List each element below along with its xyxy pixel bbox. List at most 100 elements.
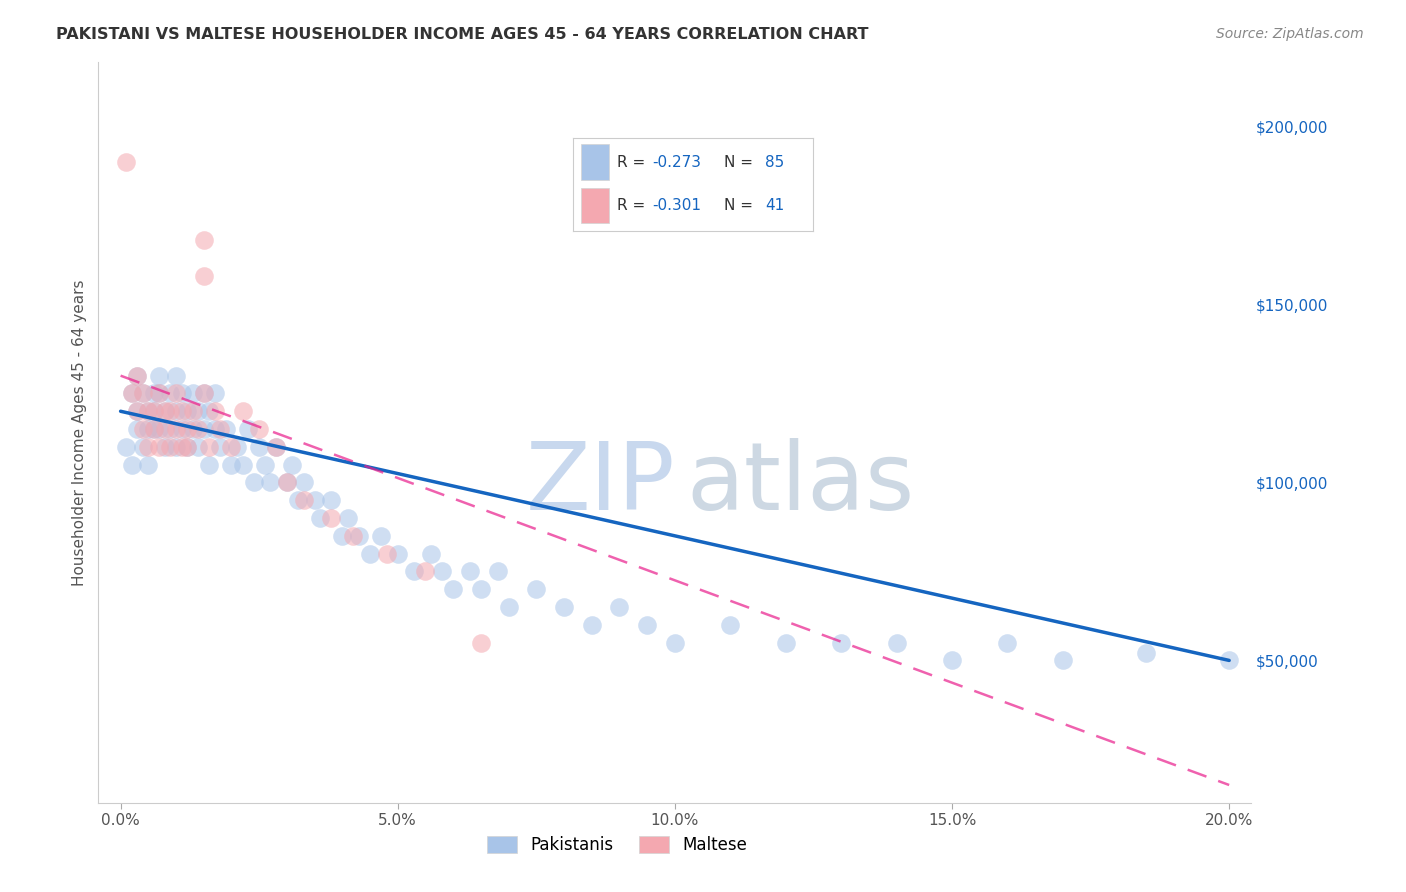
Point bbox=[136, 458, 159, 472]
Point bbox=[181, 386, 204, 401]
Point bbox=[470, 635, 492, 649]
Point bbox=[276, 475, 298, 490]
Point bbox=[148, 386, 170, 401]
Point bbox=[375, 547, 398, 561]
Point bbox=[292, 475, 315, 490]
Point bbox=[215, 422, 238, 436]
Point bbox=[193, 422, 215, 436]
Point bbox=[259, 475, 281, 490]
Text: PAKISTANI VS MALTESE HOUSEHOLDER INCOME AGES 45 - 64 YEARS CORRELATION CHART: PAKISTANI VS MALTESE HOUSEHOLDER INCOME … bbox=[56, 27, 869, 42]
Point bbox=[153, 404, 176, 418]
Point bbox=[132, 440, 155, 454]
Point bbox=[336, 511, 359, 525]
Point bbox=[404, 565, 426, 579]
Point bbox=[136, 422, 159, 436]
Point bbox=[142, 404, 165, 418]
Point bbox=[176, 422, 198, 436]
Point bbox=[498, 600, 520, 615]
Point bbox=[148, 386, 170, 401]
Point bbox=[204, 422, 226, 436]
Point bbox=[176, 440, 198, 454]
Point bbox=[159, 404, 181, 418]
Point bbox=[304, 493, 326, 508]
Point bbox=[176, 440, 198, 454]
Point bbox=[486, 565, 509, 579]
Point bbox=[276, 475, 298, 490]
Point bbox=[170, 386, 193, 401]
Point bbox=[127, 404, 149, 418]
Point bbox=[165, 422, 187, 436]
Point bbox=[142, 386, 165, 401]
Text: N =: N = bbox=[724, 154, 758, 169]
Point bbox=[127, 404, 149, 418]
Point bbox=[170, 440, 193, 454]
Point bbox=[136, 404, 159, 418]
Text: -0.273: -0.273 bbox=[652, 154, 702, 169]
Point bbox=[458, 565, 481, 579]
Point bbox=[281, 458, 304, 472]
Point bbox=[121, 386, 143, 401]
Point bbox=[775, 635, 797, 649]
Point bbox=[159, 422, 181, 436]
Point bbox=[187, 422, 209, 436]
Text: N =: N = bbox=[724, 198, 758, 213]
Point bbox=[253, 458, 276, 472]
Point bbox=[193, 386, 215, 401]
Point bbox=[132, 386, 155, 401]
Point bbox=[609, 600, 631, 615]
Point bbox=[198, 404, 221, 418]
Text: 85: 85 bbox=[765, 154, 785, 169]
Point bbox=[181, 404, 204, 418]
Point bbox=[115, 440, 138, 454]
Point bbox=[153, 404, 176, 418]
Point bbox=[470, 582, 492, 597]
Point bbox=[187, 404, 209, 418]
Point bbox=[165, 440, 187, 454]
Point bbox=[264, 440, 287, 454]
Point bbox=[1218, 653, 1240, 667]
Point bbox=[209, 440, 232, 454]
Point bbox=[718, 617, 741, 632]
Point bbox=[221, 458, 243, 472]
Point bbox=[165, 404, 187, 418]
Y-axis label: Householder Income Ages 45 - 64 years: Householder Income Ages 45 - 64 years bbox=[72, 279, 87, 586]
Point bbox=[115, 155, 138, 169]
Point bbox=[142, 404, 165, 418]
Point bbox=[153, 422, 176, 436]
Point bbox=[165, 386, 187, 401]
Point bbox=[342, 529, 364, 543]
Point bbox=[187, 440, 209, 454]
Point bbox=[132, 386, 155, 401]
Point bbox=[204, 404, 226, 418]
Point bbox=[636, 617, 658, 632]
Point bbox=[370, 529, 392, 543]
Point bbox=[330, 529, 353, 543]
Point bbox=[553, 600, 575, 615]
Point bbox=[441, 582, 464, 597]
Point bbox=[148, 440, 170, 454]
Text: atlas: atlas bbox=[686, 439, 915, 531]
Point bbox=[321, 511, 343, 525]
Point bbox=[997, 635, 1019, 649]
Point bbox=[886, 635, 908, 649]
Point bbox=[121, 458, 143, 472]
Point bbox=[170, 422, 193, 436]
Point bbox=[127, 422, 149, 436]
Text: R =: R = bbox=[617, 154, 650, 169]
Point bbox=[127, 368, 149, 383]
Point bbox=[292, 493, 315, 508]
Point bbox=[136, 404, 159, 418]
Point bbox=[148, 422, 170, 436]
Point bbox=[941, 653, 963, 667]
Point bbox=[321, 493, 343, 508]
Point bbox=[664, 635, 686, 649]
Point bbox=[193, 386, 215, 401]
Point bbox=[287, 493, 309, 508]
Bar bbox=[581, 145, 609, 179]
Point bbox=[221, 440, 243, 454]
Point bbox=[830, 635, 852, 649]
Point bbox=[153, 440, 176, 454]
Point bbox=[148, 368, 170, 383]
Point bbox=[176, 404, 198, 418]
Point bbox=[231, 404, 254, 418]
